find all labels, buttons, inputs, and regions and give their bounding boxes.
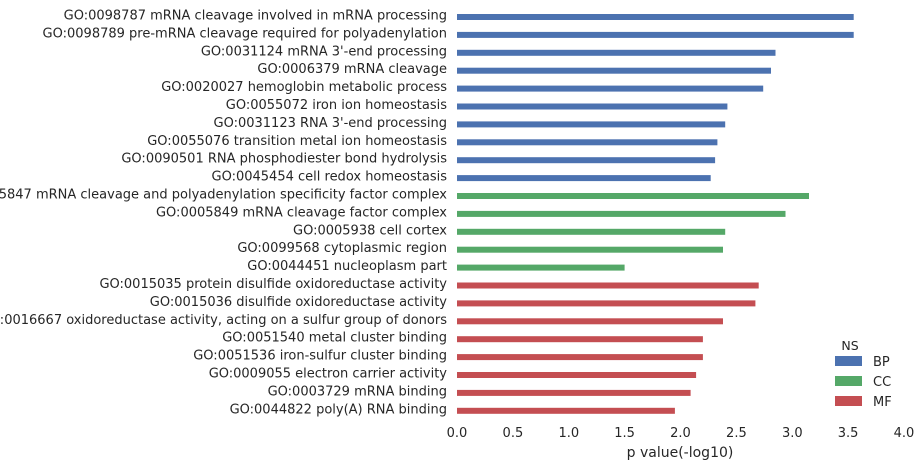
bar-mf (457, 300, 756, 307)
legend-title: NS (841, 338, 858, 353)
x-tick-label: 0.5 (503, 426, 524, 441)
bar-bp (457, 85, 764, 92)
category-label: GO:0005847 mRNA cleavage and polyadenyla… (0, 188, 447, 203)
category-label: GO:0090501 RNA phosphodiester bond hydro… (121, 152, 447, 167)
legend-label-cc: CC (873, 375, 891, 390)
category-label: GO:0098787 mRNA cleavage involved in mRN… (64, 9, 447, 24)
legend-swatch-mf (835, 396, 862, 406)
bar-mf (457, 372, 697, 378)
category-label: GO:0045454 cell redox homeostasis (212, 170, 448, 185)
category-label: GO:0003729 mRNA binding (268, 384, 447, 399)
bar-cc (457, 246, 723, 253)
bar-mf (457, 389, 691, 396)
x-axis-title: p value(-log10) (627, 445, 734, 461)
bar-bp (457, 31, 854, 38)
x-tick-label: 4.0 (894, 426, 915, 441)
bar-mf (457, 407, 675, 414)
category-label: GO:0098789 pre-mRNA cleavage required fo… (43, 26, 447, 41)
x-tick-label: 2.5 (726, 426, 747, 441)
bar-bp (457, 67, 771, 74)
x-axis-ticks: 0.0 0.5 1.0 1.5 2.0 2.5 3.0 3.5 4.0 (447, 426, 915, 441)
bar-bp (457, 14, 854, 20)
category-label: GO:0006379 mRNA cleavage (257, 62, 447, 77)
bar-mf (457, 282, 759, 289)
bar-mf (457, 336, 703, 343)
category-label: GO:0055076 transition metal ion homeosta… (147, 134, 447, 149)
x-tick-label: 2.0 (670, 426, 691, 441)
category-label: GO:0016667 oxidoreductase activity, acti… (0, 313, 447, 328)
legend-swatch-cc (835, 376, 862, 386)
bar-bp (457, 121, 726, 128)
category-label: GO:0055072 iron ion homeostasis (226, 98, 447, 113)
bars-layer (457, 14, 854, 414)
category-label: GO:0044822 poly(A) RNA binding (230, 402, 447, 417)
bar-cc (457, 210, 786, 217)
x-tick-label: 1.0 (558, 426, 579, 441)
bar-cc (457, 264, 625, 271)
x-tick-label: 3.5 (838, 426, 859, 441)
category-label: GO:0051536 iron-sulfur cluster binding (193, 349, 447, 364)
category-label: GO:0015036 disulfide oxidoreductase acti… (150, 295, 447, 310)
bar-bp (457, 103, 728, 110)
bar-bp (457, 139, 718, 146)
bar-cc (457, 228, 726, 235)
legend: NS BP CC MF (835, 338, 892, 410)
bar-bp (457, 175, 711, 182)
x-tick-label: 3.0 (782, 426, 803, 441)
legend-label-mf: MF (873, 395, 892, 410)
category-label: GO:0051540 metal cluster binding (222, 331, 447, 346)
category-label: GO:0020027 hemoglobin metabolic process (161, 80, 447, 95)
category-label: GO:0005938 cell cortex (293, 223, 447, 238)
x-tick-label: 0.0 (447, 426, 468, 441)
x-tick-label: 1.5 (614, 426, 635, 441)
bar-mf (457, 354, 703, 361)
category-label: GO:0044451 nucleoplasm part (247, 259, 447, 274)
bar-cc (457, 193, 809, 199)
category-label: GO:0005849 mRNA cleavage factor complex (156, 205, 447, 220)
bar-mf (457, 318, 723, 325)
category-labels: GO:0098787 mRNA cleavage involved in mRN… (0, 9, 447, 418)
legend-swatch-bp (835, 356, 862, 366)
category-label: GO:0009055 electron carrier activity (209, 367, 448, 382)
bar-bp (457, 157, 716, 164)
legend-label-bp: BP (873, 355, 890, 370)
category-label: GO:0015035 protein disulfide oxidoreduct… (99, 277, 447, 292)
category-label: GO:0031124 mRNA 3'-end processing (201, 44, 447, 59)
category-label: GO:0099568 cytoplasmic region (237, 241, 447, 256)
category-label: GO:0031123 RNA 3'-end processing (214, 116, 448, 131)
bar-bp (457, 49, 776, 56)
